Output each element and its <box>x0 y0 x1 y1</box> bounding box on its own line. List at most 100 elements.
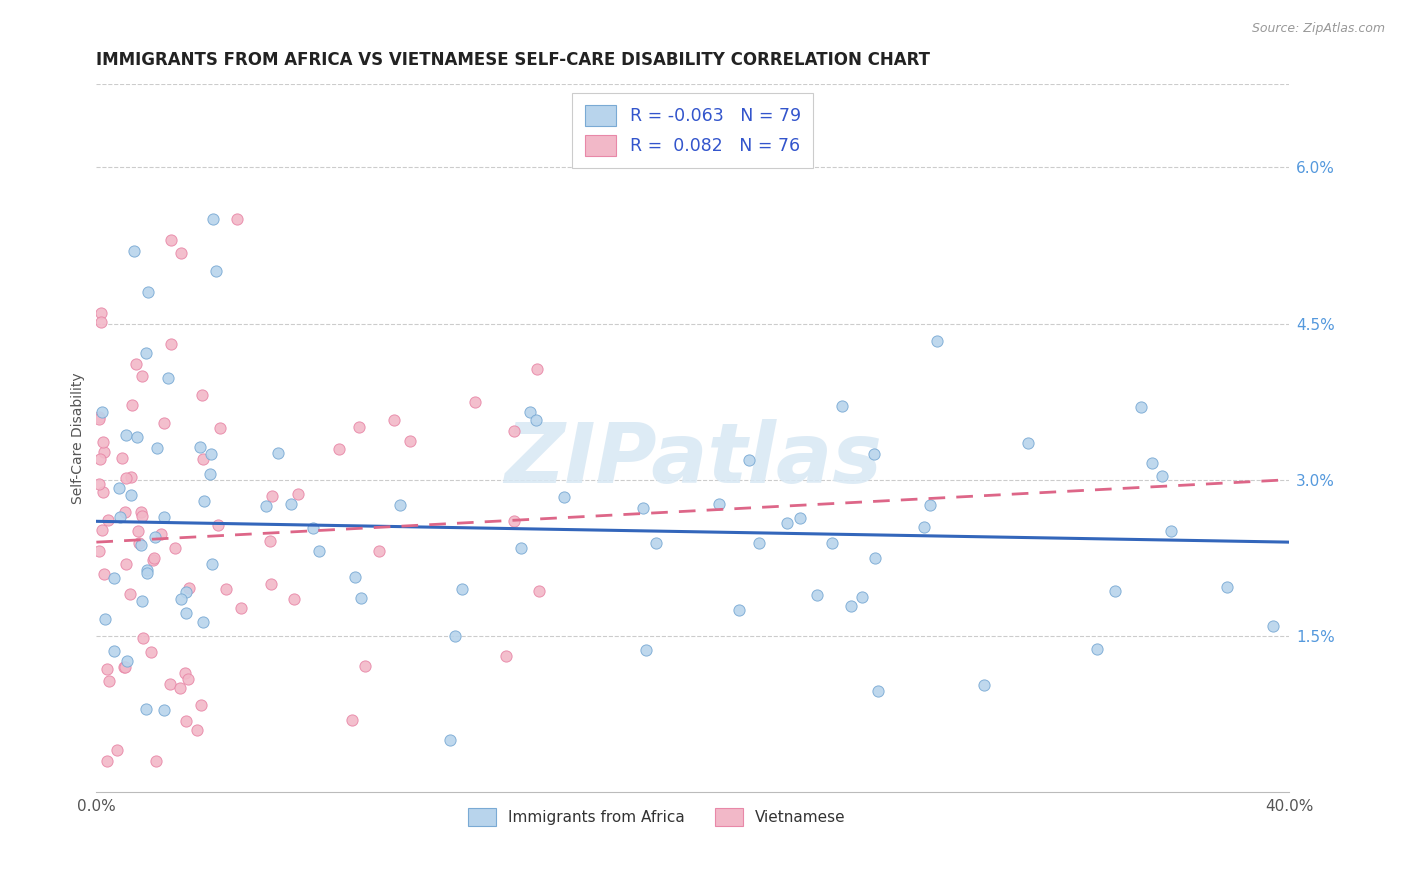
Point <box>129 505 152 519</box>
Point <box>97 673 120 688</box>
Point <box>200 446 222 460</box>
Point <box>93 485 115 500</box>
Point <box>135 701 157 715</box>
Point <box>146 442 169 456</box>
Point <box>226 212 249 227</box>
Point <box>1216 580 1239 594</box>
Point <box>191 451 214 466</box>
Point <box>93 566 115 581</box>
Point <box>127 524 149 538</box>
Point <box>340 713 363 727</box>
Point <box>122 244 145 258</box>
Legend: Immigrants from Africa, Vietnamese: Immigrants from Africa, Vietnamese <box>461 800 853 834</box>
Point <box>176 585 198 599</box>
Point <box>136 285 159 300</box>
Point <box>266 446 288 460</box>
Point <box>214 582 236 597</box>
Point <box>93 445 115 459</box>
Point <box>190 698 212 712</box>
Point <box>328 442 350 456</box>
Point <box>174 606 197 620</box>
Point <box>135 346 157 360</box>
Text: ZIPatlas: ZIPatlas <box>503 418 882 500</box>
Point <box>131 509 153 524</box>
Point <box>1085 642 1108 657</box>
Point <box>96 662 118 676</box>
Point <box>124 357 146 371</box>
Point <box>1160 524 1182 539</box>
Point <box>157 371 180 385</box>
Point <box>112 660 135 674</box>
Point <box>177 582 200 596</box>
Point <box>439 732 461 747</box>
Point <box>495 648 517 663</box>
Point <box>553 490 575 504</box>
Point <box>120 469 142 483</box>
Point <box>139 645 162 659</box>
Point <box>748 536 770 550</box>
Point <box>186 723 208 737</box>
Point <box>343 569 366 583</box>
Point <box>131 368 153 383</box>
Point <box>89 412 111 426</box>
Point <box>866 683 889 698</box>
Point <box>229 601 252 615</box>
Point <box>115 428 138 442</box>
Point <box>89 476 111 491</box>
Point <box>524 413 547 427</box>
Point <box>114 505 136 519</box>
Point <box>1130 400 1153 414</box>
Point <box>973 678 995 692</box>
Point <box>259 533 281 548</box>
Point <box>645 536 668 550</box>
Point <box>1261 618 1284 632</box>
Point <box>863 550 886 565</box>
Point <box>149 527 172 541</box>
Point <box>260 577 283 591</box>
Text: Source: ZipAtlas.com: Source: ZipAtlas.com <box>1251 22 1385 36</box>
Point <box>262 490 284 504</box>
Point <box>254 499 277 513</box>
Point <box>90 306 112 320</box>
Point <box>633 501 655 516</box>
Point <box>912 519 935 533</box>
Point <box>136 564 159 578</box>
Point <box>142 553 165 567</box>
Point <box>103 571 125 585</box>
Point <box>89 544 111 558</box>
Point <box>169 681 191 695</box>
Point <box>90 315 112 329</box>
Point <box>170 246 193 260</box>
Point <box>839 599 862 613</box>
Point <box>190 388 212 402</box>
Point <box>91 435 114 450</box>
Point <box>114 660 136 674</box>
Point <box>519 405 541 419</box>
Point <box>193 493 215 508</box>
Point <box>920 499 942 513</box>
Point <box>738 453 761 467</box>
Point <box>863 447 886 461</box>
Point <box>1140 456 1163 470</box>
Point <box>160 337 183 351</box>
Point <box>510 541 533 556</box>
Point <box>135 566 157 580</box>
Point <box>115 470 138 484</box>
Point <box>191 615 214 629</box>
Point <box>707 497 730 511</box>
Point <box>103 643 125 657</box>
Point <box>302 521 325 535</box>
Point <box>728 603 751 617</box>
Point <box>188 441 211 455</box>
Point <box>382 413 405 427</box>
Point <box>121 398 143 412</box>
Point <box>128 536 150 550</box>
Point <box>451 582 474 596</box>
Point <box>399 434 422 449</box>
Point <box>503 424 526 438</box>
Point <box>143 551 166 566</box>
Point <box>851 590 873 604</box>
Point <box>776 516 799 530</box>
Point <box>287 487 309 501</box>
Point <box>1104 584 1126 599</box>
